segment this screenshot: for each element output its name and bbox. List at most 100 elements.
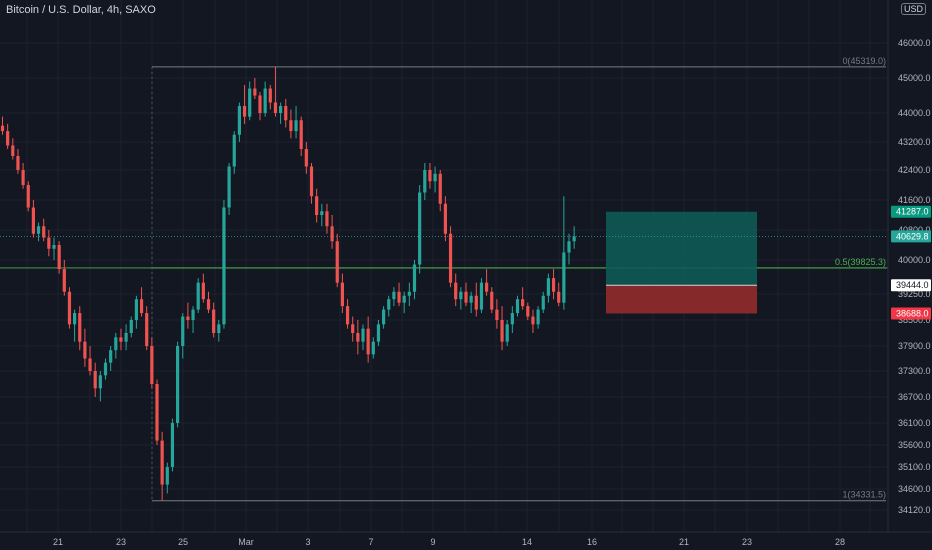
loss-zone[interactable] [606, 285, 757, 314]
candle [428, 163, 432, 189]
price-tick-label: 37300.0 [898, 366, 931, 376]
candle [551, 269, 556, 300]
chart-title: Bitcoin / U.S. Dollar, 4h, SAXO [6, 4, 156, 16]
candle [418, 185, 422, 274]
candle [93, 362, 97, 397]
candle-body [546, 278, 550, 296]
candle [191, 306, 195, 333]
candle-body [412, 264, 417, 292]
candle-body [124, 333, 128, 342]
candle [145, 306, 149, 351]
price-tick-label: 44000.0 [898, 108, 931, 118]
price-tick-label: 41600.0 [898, 195, 931, 205]
candle-body [42, 226, 46, 238]
candle-body [11, 145, 15, 156]
price-tick-label: 36100.0 [898, 418, 931, 428]
candle [299, 116, 303, 156]
candle [490, 287, 494, 314]
candle-body [536, 309, 540, 325]
candle-body [418, 192, 422, 265]
candle [356, 320, 360, 355]
candle-body [21, 170, 25, 185]
candle-body [67, 291, 72, 325]
candle-body [345, 306, 350, 325]
time-tick-label: 3 [305, 537, 310, 547]
candle-body [16, 156, 20, 170]
candle [351, 316, 355, 342]
candle-body [356, 333, 360, 342]
candle-body [170, 423, 175, 467]
time-tick-label: 25 [178, 537, 188, 547]
candle [11, 138, 15, 160]
candle [469, 291, 473, 314]
candle-body [562, 252, 566, 303]
candle-body [531, 316, 535, 325]
price-tick-label: 36700.0 [898, 392, 931, 402]
candle [510, 306, 514, 333]
candle-body [248, 88, 252, 117]
candle [170, 418, 175, 472]
candle [438, 170, 442, 212]
candle [531, 309, 535, 333]
candle [253, 78, 257, 99]
candle [515, 295, 520, 317]
candle [387, 295, 391, 317]
time-axis[interactable]: 21 23 25 Mar 3 7 9 14 16 21 23 28 [0, 531, 932, 550]
candle [505, 320, 509, 346]
price-label-text: 41287.0 [896, 207, 929, 217]
candle [361, 324, 365, 351]
candle [139, 287, 144, 317]
candle [366, 316, 370, 363]
candle [47, 230, 51, 257]
candle-body [222, 207, 226, 325]
candle-body [0, 125, 5, 132]
candle [42, 218, 46, 242]
candle-body [402, 295, 406, 303]
candle [268, 85, 272, 110]
candle [78, 306, 82, 351]
candle-body [268, 88, 272, 103]
candle [289, 109, 293, 139]
candle-body [114, 337, 118, 351]
price-tick-label: 34120.0 [898, 505, 931, 515]
candle [423, 163, 427, 200]
candle-body [366, 328, 370, 355]
currency-badge[interactable]: USD [900, 3, 926, 15]
candle-body [448, 233, 453, 283]
candle-body [433, 173, 437, 182]
time-tick-label: 28 [835, 537, 845, 547]
fib-level-label: 1(34331.5) [842, 490, 886, 500]
candle-body [36, 226, 41, 234]
candle-body [176, 346, 180, 423]
long-position-tool[interactable] [0, 211, 888, 314]
candle [546, 273, 550, 303]
candle-body [52, 245, 56, 249]
candle [495, 299, 499, 329]
candle-body [387, 299, 391, 310]
candle [150, 337, 154, 389]
candle [273, 66, 278, 117]
price-tick-label: 42400.0 [898, 165, 931, 175]
candle [407, 282, 411, 307]
candle-body [459, 291, 463, 300]
candle [21, 163, 25, 189]
price-axis[interactable]: 34120.0 34600.0 35100.0 35600.0 36100.0 36700… [887, 0, 932, 532]
profit-zone[interactable] [606, 211, 757, 286]
candle-body [119, 337, 123, 342]
candle [567, 233, 571, 265]
candle [196, 278, 200, 314]
candle [31, 200, 35, 238]
candle-body [454, 282, 458, 300]
candle [263, 81, 267, 117]
candle-body [165, 467, 169, 485]
candle [109, 346, 113, 371]
candle [227, 163, 231, 215]
candle-body [510, 313, 514, 325]
price-tick-label: 40800.0 [898, 225, 931, 235]
candle-body [109, 350, 113, 363]
candle-body [315, 196, 319, 215]
candle [83, 328, 87, 367]
candle-body [232, 134, 236, 167]
candle-body [279, 106, 283, 113]
